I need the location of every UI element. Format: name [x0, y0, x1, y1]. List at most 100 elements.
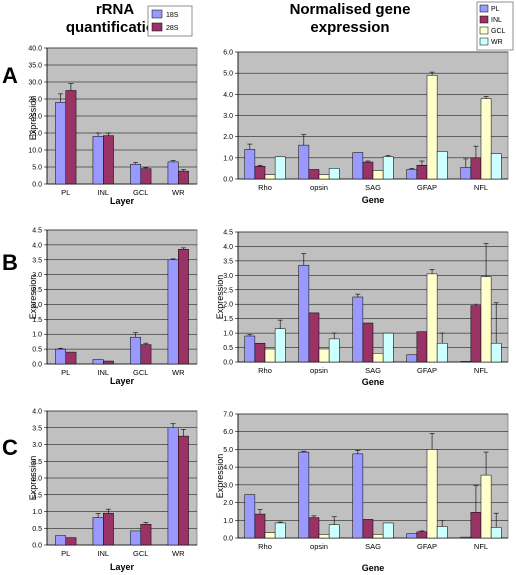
bar-wr-opsin [328, 524, 340, 539]
x-tick-label: GFAP [417, 183, 437, 192]
bar-gcl-rho [264, 532, 276, 539]
y-tick-label: 2.5 [32, 287, 42, 294]
y-tick-label: 0.0 [32, 182, 42, 189]
y-tick-label: 1.5 [32, 317, 42, 324]
bar-18s-pl [55, 535, 66, 546]
bar-inl-rho [254, 166, 266, 180]
legend-label-18s: 18S [166, 12, 179, 19]
y-tick-label: 20.0 [28, 114, 42, 121]
bar-gcl-opsin [318, 348, 330, 363]
y-axis-title: Expression [215, 275, 225, 320]
bar-inl-nfl [470, 512, 482, 539]
left-header-line1: rRNA [96, 1, 135, 18]
x-tick-label: Rho [258, 366, 272, 375]
bar-pl-rho [244, 149, 256, 180]
bar-18s-inl [92, 359, 104, 365]
legend-swatch-wr [479, 37, 489, 46]
y-axis-title: Expression [28, 456, 38, 501]
bar-wr-gfap [436, 526, 448, 539]
bar-inl-gfap [416, 164, 428, 180]
chart-c-gene-expression: 0.0 1.0 2.0 3.0 4.0 5.0 6.0 7.0 Rho opsin SAG GFAP N… [215, 412, 509, 573]
y-tick-label: 1.0 [223, 155, 233, 162]
bar-gcl-rho [264, 174, 276, 180]
bar-wr-rho [274, 522, 286, 539]
row-label-b: B [2, 250, 18, 275]
left-legend: 18S 28S [147, 5, 193, 37]
y-tick-label: 4.5 [32, 228, 42, 235]
bar-wr-opsin [328, 168, 340, 180]
bar-gcl-sag [372, 353, 384, 363]
bar-pl-rho [244, 494, 256, 539]
bar-inl-opsin [308, 169, 320, 180]
x-tick-label: WR [172, 368, 185, 377]
y-tick-label: 2.5 [223, 287, 233, 294]
bar-wr-rho [274, 156, 286, 180]
y-tick-label: 4.0 [223, 465, 233, 472]
bar-28s-pl [65, 90, 77, 185]
bar-18s-gcl [130, 336, 141, 365]
y-tick-label: 5.0 [223, 447, 233, 454]
x-tick-label: opsin [310, 183, 328, 192]
y-tick-label: 0.5 [32, 347, 42, 354]
legend-label-28s: 28S [166, 25, 179, 32]
y-tick-label: 3.0 [223, 273, 233, 280]
y-tick-label: 40.0 [28, 46, 42, 53]
legend-swatch-pl [479, 4, 489, 13]
y-tick-label: 4.0 [223, 244, 233, 251]
row-label-c: C [2, 435, 18, 460]
bar-18s-pl [55, 348, 66, 365]
x-tick-label: INL [97, 188, 109, 197]
bar-inl-opsin [308, 312, 320, 363]
bar-inl-rho [254, 342, 266, 363]
bar-pl-sag [352, 152, 364, 180]
bar-inl-opsin [308, 517, 320, 539]
bar-inl-rho [254, 513, 266, 539]
bar-18s-gcl [130, 164, 141, 185]
bar-wr-nfl [490, 153, 502, 180]
bar-gcl-opsin [318, 174, 330, 180]
y-tick-label: 15.0 [28, 131, 42, 138]
y-axis-title: Expression [28, 275, 38, 320]
right-legend: PL INL GCL WR [476, 1, 514, 51]
bar-18s-inl [92, 136, 104, 185]
x-tick-label: PL [61, 549, 70, 558]
y-tick-label: 5.0 [32, 165, 42, 172]
y-tick-label: 2.5 [32, 459, 42, 466]
legend-label-pl: PL [491, 6, 500, 13]
bar-gcl-opsin [318, 534, 330, 539]
bar-pl-nfl [460, 167, 472, 180]
y-tick-label: 10.0 [28, 148, 42, 155]
y-tick-label: 1.0 [223, 518, 233, 525]
bar-inl-sag [362, 161, 374, 180]
y-tick-label: 3.5 [32, 425, 42, 432]
y-tick-label: 3.0 [223, 482, 233, 489]
y-tick-label: 0.0 [223, 177, 233, 184]
y-tick-label: 3.5 [223, 258, 233, 265]
y-tick-label: 4.5 [223, 230, 233, 237]
y-axis-title: Expression [215, 454, 225, 499]
bar-inl-sag [362, 519, 374, 539]
y-tick-label: 1.5 [32, 492, 42, 499]
x-tick-label: SAG [365, 183, 381, 192]
bar-28s-inl [103, 360, 114, 365]
y-tick-label: 0.0 [223, 536, 233, 543]
y-tick-label: 2.0 [223, 302, 233, 309]
bar-18s-pl [55, 102, 66, 185]
chart-b-gene-expression: 0.0 0.5 1.0 1.5 2.0 2.5 3.0 3.5 4.0 4.5 Rho opsin SA… [215, 230, 509, 387]
chart-b-rrna: 0.0 0.5 1.0 1.5 2.0 2.5 3.0 3.5 4.0 4.5 PL INL GCL WR… [28, 228, 198, 386]
bar-18s-wr [167, 259, 179, 365]
x-tick-label: WR [172, 188, 185, 197]
legend-swatch-18s [151, 9, 163, 19]
x-axis-title: Layer [110, 562, 135, 572]
bar-18s-inl [92, 517, 104, 546]
x-tick-label: opsin [310, 366, 328, 375]
legend-label-inl: INL [491, 17, 502, 24]
chart-c-rrna: 0.0 0.5 1.0 1.5 2.0 2.5 3.0 3.5 4.0 PL INL GCL WR Lay… [28, 409, 198, 572]
y-tick-label: 3.5 [32, 257, 42, 264]
bar-pl-nfl [460, 536, 472, 539]
bar-inl-gfap [416, 531, 428, 539]
bar-pl-sag [352, 296, 364, 363]
y-tick-label: 1.0 [32, 332, 42, 339]
y-tick-label: 2.0 [223, 500, 233, 507]
